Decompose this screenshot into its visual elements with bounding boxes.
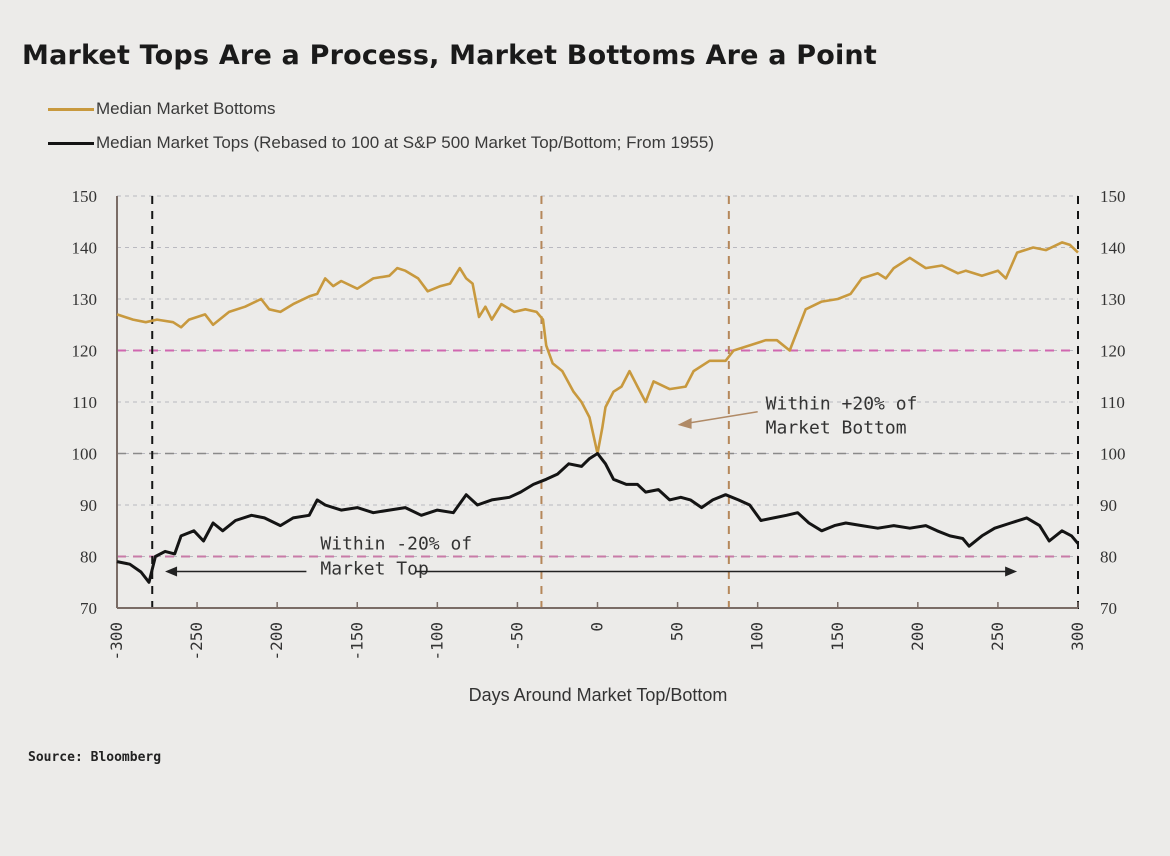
chart-title: Market Tops Are a Process, Market Bottom… [22, 40, 877, 71]
annotation-top-text: Within -20% of [320, 534, 472, 555]
y-tick-label-right: 130 [1100, 290, 1126, 309]
annotation-bottom-text: Market Bottom [766, 418, 907, 439]
y-tick-label-left: 120 [72, 342, 98, 361]
x-tick-label: 250 [988, 622, 1007, 651]
y-tick-label-left: 130 [72, 290, 98, 309]
annotation-bottom-arrowhead [677, 417, 692, 429]
legend-swatch-bottoms [48, 107, 94, 111]
annotation-bottom-arrow-line [689, 410, 758, 424]
y-tick-label-right: 120 [1100, 342, 1126, 361]
series-line-market-tops [116, 452, 1080, 584]
series-lines [116, 241, 1080, 584]
series-line-market-bottoms [116, 241, 1079, 455]
reference-lines [117, 196, 1079, 614]
y-tick-label-left: 100 [72, 445, 98, 464]
y-tick-label-right: 140 [1100, 239, 1126, 258]
x-tick-label: -250 [187, 622, 206, 661]
y-tick-label-left: 80 [80, 548, 97, 567]
y-tick-label-left: 90 [80, 496, 97, 515]
y-tick-label-left: 140 [72, 239, 98, 258]
annotation-top-arrowhead-right [1005, 566, 1018, 577]
y-tick-label-right: 80 [1100, 548, 1117, 567]
y-tick-label-right: 90 [1100, 496, 1117, 515]
legend-label-tops: Median Market Tops (Rebased to 100 at S&… [96, 133, 714, 152]
x-tick-label: 100 [748, 622, 767, 651]
y-tick-label-left: 70 [80, 599, 97, 618]
annotations: Within +20% of Market Bottom Within -20% o… [165, 394, 1018, 580]
y-tick-label-right: 150 [1100, 187, 1126, 206]
x-tick-label: 50 [668, 622, 687, 641]
legend-label-bottoms: Median Market Bottoms [96, 99, 276, 118]
legend-swatch-tops [48, 141, 94, 145]
axes: 70 70 80 80 90 90 100 100 110 110 120 120 130 130 140 1… [72, 187, 1126, 661]
gridlines [117, 195, 1078, 557]
legend-item-bottoms: Median Market Bottoms [48, 99, 276, 119]
source-note: Source: Bloomberg [28, 750, 162, 765]
y-tick-label-left: 110 [72, 393, 97, 412]
x-axis-label: Days Around Market Top/Bottom [469, 685, 728, 705]
x-tick-label: -50 [507, 622, 526, 651]
x-tick-label: -300 [107, 622, 126, 661]
x-tick-label: 300 [1068, 622, 1087, 651]
annotation-bottom-text: Within +20% of [766, 394, 918, 415]
annotation-top-text: Market Top [320, 559, 428, 580]
x-tick-label: -150 [347, 622, 366, 661]
legend-item-tops: Median Market Tops (Rebased to 100 at S&… [48, 133, 714, 153]
x-tick-label: -100 [427, 622, 446, 661]
x-tick-label: 200 [908, 622, 927, 651]
x-tick-label: 150 [828, 622, 847, 651]
x-tick-label: -200 [267, 622, 286, 661]
y-tick-label-right: 100 [1100, 445, 1126, 464]
x-tick-label: 0 [588, 622, 607, 632]
chart: 70 70 80 80 90 90 100 100 110 110 120 120 130 130 140 1… [72, 187, 1126, 705]
annotation-top-arrowhead-left [165, 566, 178, 577]
y-tick-label-right: 70 [1100, 599, 1117, 618]
y-tick-label-right: 110 [1100, 393, 1125, 412]
y-tick-label-left: 150 [72, 187, 98, 206]
